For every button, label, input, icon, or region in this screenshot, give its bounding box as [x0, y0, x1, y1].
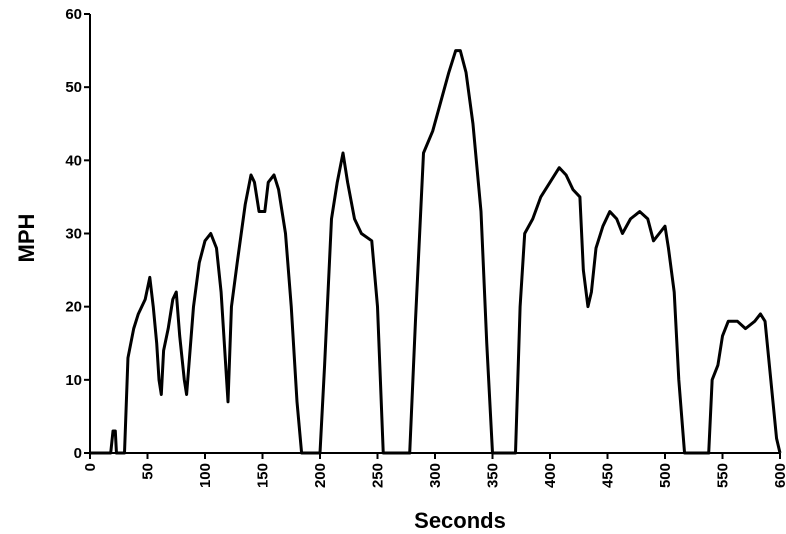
- x-tick-label: 400: [542, 463, 559, 488]
- x-tick-label: 450: [600, 463, 617, 488]
- y-tick-label: 20: [65, 299, 82, 316]
- line-series: [90, 49, 782, 455]
- y-axis-label: MPH: [14, 214, 39, 263]
- y-tick-label: 30: [65, 226, 82, 243]
- x-tick-label: 100: [197, 463, 214, 488]
- x-tick-label: 200: [312, 463, 329, 488]
- x-tick-label: 250: [370, 463, 387, 488]
- y-tick-label: 60: [65, 6, 82, 23]
- x-tick-label: 50: [140, 463, 157, 480]
- x-tick-label: 0: [82, 463, 99, 471]
- x-tick-label: 550: [715, 463, 732, 488]
- y-tick-label: 40: [65, 152, 82, 169]
- x-tick-label: 500: [657, 463, 674, 488]
- x-tick-label: 300: [427, 463, 444, 488]
- x-tick-label: 350: [485, 463, 502, 488]
- x-tick-label: 150: [255, 463, 272, 488]
- x-tick-label: 600: [772, 463, 786, 488]
- x-axis-label: Seconds: [414, 508, 506, 533]
- y-tick-label: 0: [74, 445, 82, 462]
- y-tick-label: 50: [65, 79, 82, 96]
- y-tick-label: 10: [65, 372, 82, 389]
